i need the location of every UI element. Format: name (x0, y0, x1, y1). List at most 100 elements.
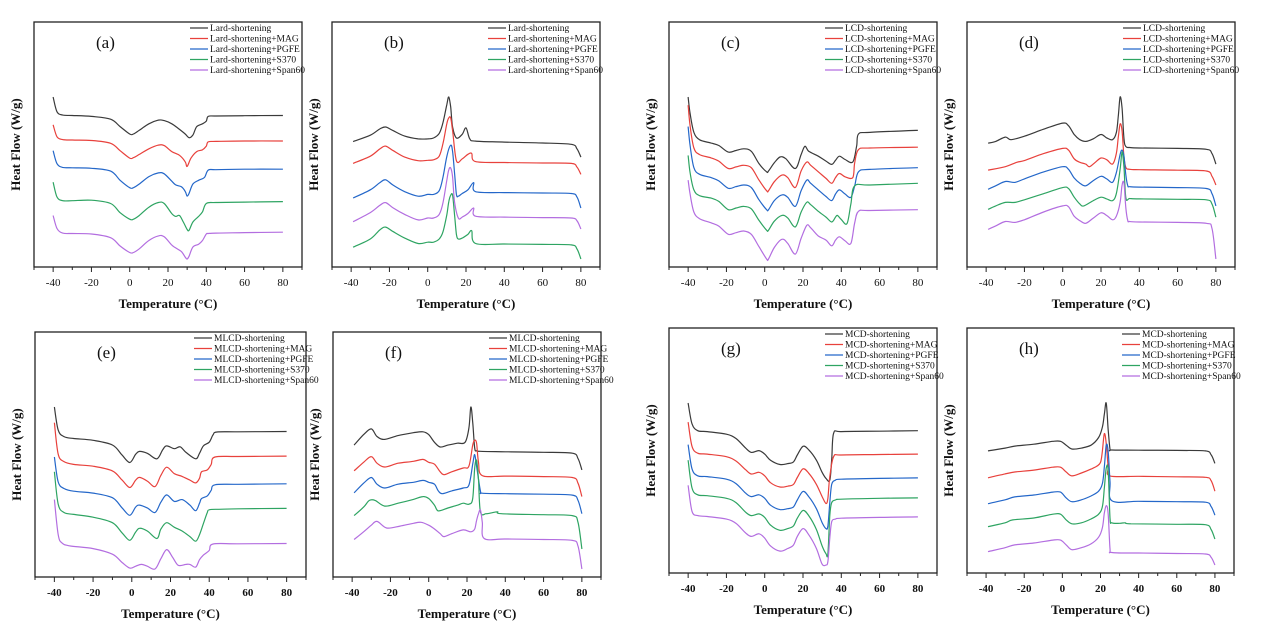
x-axis-title: Temperature (°C) (119, 296, 218, 311)
x-tick-label: -40 (979, 583, 994, 595)
series-line-pgfe (687, 126, 918, 212)
x-tick-label: 20 (798, 277, 810, 289)
series-line-base (987, 402, 1216, 464)
series-line-base (52, 96, 283, 139)
panel-label: (c) (721, 33, 740, 52)
legend-label: LCD-shortening+S370 (1143, 56, 1230, 66)
x-tick-label: 0 (426, 587, 432, 599)
legend-label: MLCD-shortening (214, 334, 285, 344)
series-line-pgfe (53, 456, 287, 516)
x-tick-label: 0 (127, 277, 133, 289)
x-tick-label: 0 (425, 277, 431, 289)
series-line-base (353, 406, 583, 471)
legend-label: MCD-shortening+PGFE (845, 351, 939, 361)
panel-label: (a) (96, 33, 115, 52)
legend-label: LCD-shortening+Span60 (845, 66, 941, 76)
series-line-pgfe (352, 144, 582, 209)
x-tick-label: 40 (1133, 583, 1145, 595)
legend-label: Lard-shortening+Span60 (210, 66, 305, 76)
panel-label: (b) (384, 33, 404, 52)
legend-label: LCD-shortening+PGFE (1143, 45, 1234, 55)
x-tick-label: -20 (84, 277, 99, 289)
x-tick-label: -20 (1017, 277, 1032, 289)
series-line-mag (53, 422, 287, 489)
legend-label: MCD-shortening+MAG (845, 341, 938, 351)
x-tick-label: 40 (201, 277, 213, 289)
x-axis-title: Temperature (°C) (1051, 602, 1150, 617)
panel-label: (d) (1019, 33, 1039, 52)
series-line-mag (352, 116, 582, 175)
x-tick-label: 20 (462, 587, 474, 599)
series-line-s370 (353, 459, 583, 550)
panel-label: (e) (97, 343, 116, 362)
series-line-span60 (987, 180, 1217, 260)
x-tick-label: 20 (461, 277, 473, 289)
x-tick-label: 60 (874, 583, 886, 595)
series-line-base (987, 96, 1217, 165)
x-tick-label: -20 (719, 277, 734, 289)
x-tick-label: 80 (281, 587, 293, 599)
series-line-pgfe (987, 443, 1216, 516)
series-line-s370 (53, 471, 287, 542)
x-tick-label: 80 (912, 277, 924, 289)
x-tick-label: 40 (1134, 277, 1146, 289)
x-tick-label: 40 (500, 587, 512, 599)
series-line-span60 (987, 505, 1216, 566)
legend-label: MCD-shortening+S370 (1142, 362, 1232, 372)
series-line-s370 (352, 193, 582, 260)
legend-label: MCD-shortening+Span60 (1142, 372, 1241, 382)
y-axis-title: Heat Flow (W/g) (643, 404, 658, 496)
legend-label: Lard-shortening+PGFE (508, 45, 598, 55)
x-tick-label: 20 (798, 583, 810, 595)
x-tick-label: -40 (46, 277, 61, 289)
legend-label: Lard-shortening+S370 (508, 56, 594, 66)
series-line-span60 (687, 179, 918, 262)
legend-label: Lard-shortening (210, 24, 271, 34)
x-tick-label: -20 (382, 277, 397, 289)
x-tick-label: 60 (874, 277, 886, 289)
x-tick-label: 60 (538, 587, 550, 599)
legend-label: LCD-shortening+S370 (845, 56, 932, 66)
x-tick-label: 60 (1172, 277, 1184, 289)
x-tick-label: 80 (575, 277, 587, 289)
x-tick-label: 0 (762, 277, 768, 289)
x-tick-label: -20 (719, 583, 734, 595)
series-line-mag (987, 123, 1217, 186)
series-line-s370 (987, 151, 1217, 218)
x-axis-title: Temperature (°C) (754, 296, 853, 311)
y-axis-title: Heat Flow (W/g) (9, 408, 24, 500)
series-line-s370 (687, 155, 918, 232)
x-tick-label: 0 (1060, 583, 1066, 595)
x-tick-label: 20 (163, 277, 175, 289)
legend-label: Lard-shortening+MAG (210, 35, 299, 45)
legend-label: MLCD-shortening+Span60 (509, 376, 614, 386)
legend-label: Lard-shortening+PGFE (210, 45, 300, 55)
x-tick-label: 0 (762, 583, 768, 595)
x-tick-label: 40 (836, 583, 848, 595)
legend-label: MCD-shortening (1142, 330, 1207, 340)
y-axis-title: Heat Flow (W/g) (941, 404, 956, 496)
series-line-mag (52, 124, 283, 168)
x-axis-title: Temperature (°C) (417, 296, 516, 311)
series-line-base (687, 402, 918, 482)
series-line-base (352, 96, 582, 158)
series-line-base (687, 96, 918, 174)
series-line-span60 (53, 499, 287, 570)
x-tick-label: -40 (345, 587, 360, 599)
x-tick-label: 40 (204, 587, 216, 599)
x-axis-title: Temperature (°C) (418, 606, 517, 621)
series-line-pgfe (987, 149, 1217, 207)
series-line-mag (353, 439, 583, 497)
panel-label: (h) (1019, 339, 1039, 358)
series-line-span60 (687, 485, 918, 567)
chart-panel-h: -40 -20 0 20 40 60 80 Temperature (°C) Heat Flow… (941, 327, 1241, 617)
x-tick-label: -40 (681, 583, 696, 595)
legend-label: LCD-shortening+MAG (1143, 35, 1233, 45)
x-tick-label: 20 (165, 587, 177, 599)
x-tick-label: 20 (1095, 583, 1107, 595)
legend-label: Lard-shortening+MAG (508, 35, 597, 45)
series-line-s370 (987, 464, 1216, 540)
x-tick-label: -40 (47, 587, 62, 599)
legend-label: MCD-shortening+MAG (1142, 341, 1235, 351)
